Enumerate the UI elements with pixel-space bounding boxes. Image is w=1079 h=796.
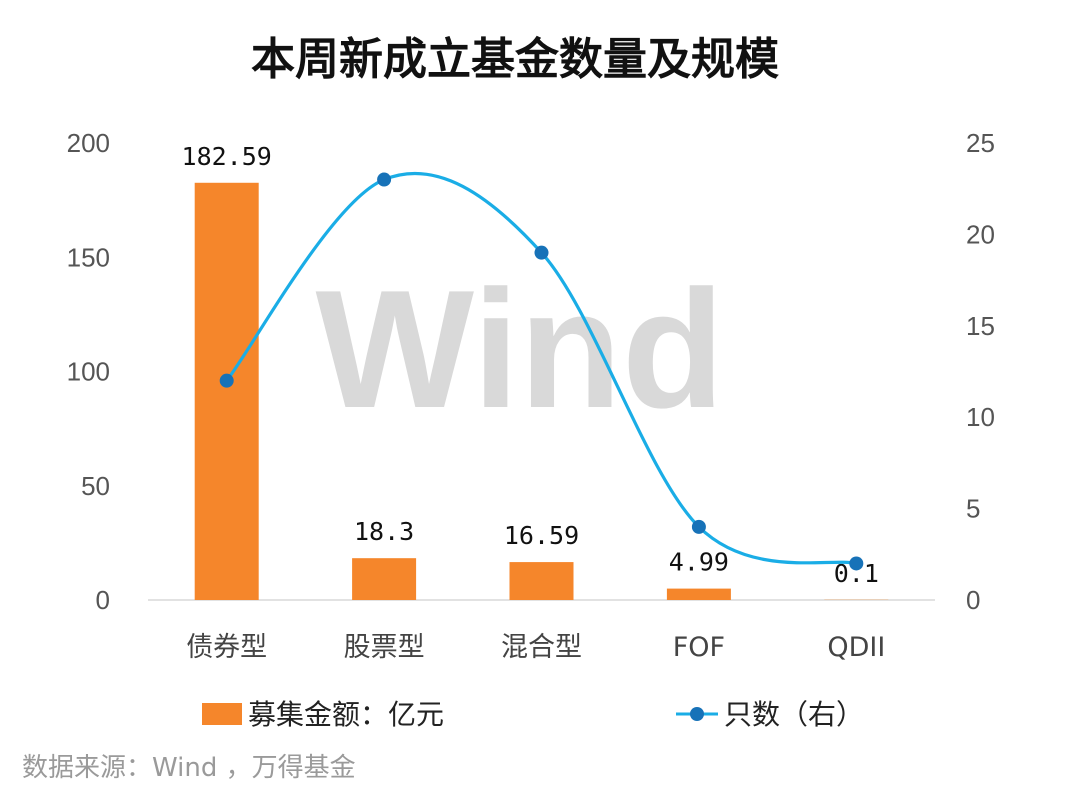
left-tick-label: 200: [67, 128, 110, 158]
legend-line-marker: [690, 707, 704, 721]
category-label: QDII: [827, 632, 885, 663]
left-tick-label: 100: [67, 357, 110, 387]
left-tick-label: 150: [67, 242, 110, 272]
legend-bar-label: 募集金额：亿元: [248, 698, 444, 731]
bar: [509, 562, 574, 600]
legend-bar-swatch: [202, 703, 242, 725]
chart-title: 本周新成立基金数量及规模: [251, 34, 779, 85]
legend-line-label: 只数（右）: [724, 698, 864, 731]
right-tick-label: 10: [966, 402, 995, 432]
left-tick-label: 0: [96, 585, 110, 615]
right-tick-label: 5: [966, 494, 980, 524]
category-label: 股票型: [344, 632, 425, 663]
category-label: 混合型: [501, 632, 582, 663]
line-series: [219, 171, 864, 571]
bar-data-label: 16.59: [504, 521, 579, 550]
right-tick-label: 20: [966, 219, 995, 249]
bar-data-label: 4.99: [669, 548, 729, 577]
left-tick-label: 50: [81, 471, 110, 501]
watermark: Wind: [315, 255, 724, 443]
right-tick-label: 25: [966, 128, 995, 158]
line-marker: [849, 556, 864, 571]
bar-data-label: 18.3: [354, 517, 414, 546]
right-tick-label: 15: [966, 311, 995, 341]
left-axis: 0 50 100 150 200: [67, 128, 110, 615]
bar-series: [194, 182, 889, 600]
category-label: FOF: [673, 632, 725, 663]
right-tick-label: 0: [966, 585, 980, 615]
bar: [194, 182, 259, 600]
category-label: 债券型: [186, 632, 267, 663]
line-marker: [691, 519, 706, 534]
bar: [352, 558, 417, 600]
x-axis-categories: 债券型 股票型 混合型 FOF QDII: [186, 632, 885, 663]
bar: [666, 588, 731, 600]
right-axis: 0 5 10 15 20 25: [966, 128, 995, 615]
bar-data-label: 182.59: [182, 142, 272, 171]
line-marker: [534, 245, 549, 260]
legend: 募集金额：亿元 只数（右）: [202, 698, 864, 731]
source-note: 数据来源：Wind ，万得基金: [22, 753, 356, 783]
line-marker: [377, 172, 392, 187]
line-marker: [219, 373, 234, 388]
